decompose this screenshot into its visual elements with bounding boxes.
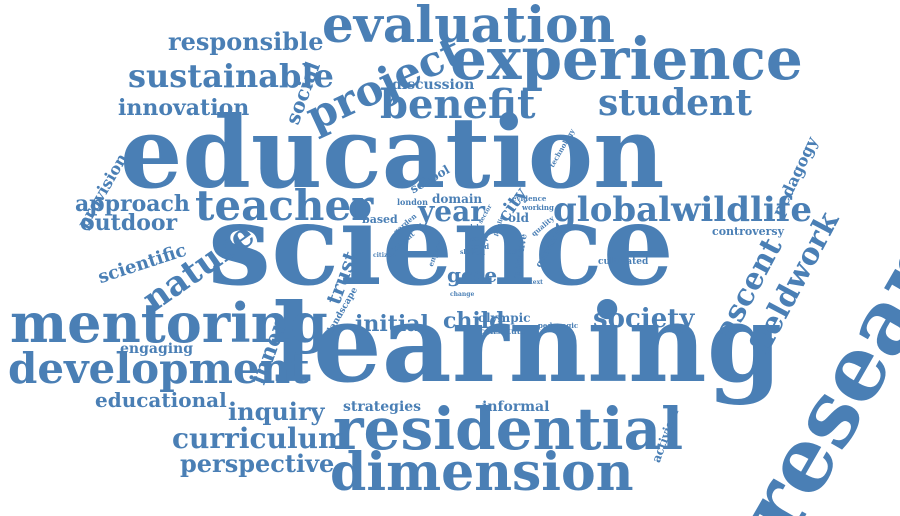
word-discussion: discussion: [392, 77, 475, 93]
word-year: year: [418, 195, 485, 228]
word-citizen: citizen: [373, 252, 396, 259]
word-science: science: [208, 180, 674, 311]
word-evaluation: evaluation: [322, 0, 615, 54]
word-experience: experience: [450, 25, 803, 93]
word-sustainable: sustainable: [128, 57, 334, 95]
word-curriculum: curriculum: [172, 422, 348, 455]
word-child: child: [443, 308, 505, 334]
word-constitute: constitute: [480, 326, 526, 336]
word-learning: learning: [272, 281, 783, 407]
word-outdoor: outdoor: [80, 210, 178, 236]
word-development: development: [8, 344, 310, 393]
word-student: student: [598, 82, 752, 124]
word-pedagogic: pedagogic: [538, 321, 579, 330]
word-globalwildlife: globalwildlife: [553, 190, 813, 230]
word-controversy: controversy: [712, 225, 785, 238]
word-teacher: teacher: [195, 181, 374, 230]
word-cultivated: cultivated: [598, 257, 649, 267]
word-dimension: dimension: [330, 442, 634, 503]
word-society: society: [593, 304, 695, 334]
word-based: based: [362, 213, 398, 226]
word-engaging: engaging: [120, 341, 194, 357]
word-feel: feel: [505, 249, 518, 256]
word-london: london: [397, 197, 428, 207]
word-education: education: [120, 96, 665, 211]
word-park: park: [470, 234, 488, 243]
word-old: old: [508, 211, 529, 225]
word-skill: skill: [460, 249, 475, 256]
word-innovation: innovation: [118, 95, 250, 121]
word-model: model: [458, 224, 479, 231]
word-inquiry: inquiry: [228, 397, 325, 426]
word-mentoring: mentoring: [10, 291, 328, 355]
word-working: working: [522, 203, 554, 212]
word-domain: domain: [432, 192, 483, 206]
word-change: change: [450, 291, 475, 298]
word-educational: educational: [95, 388, 227, 412]
word-evidence: evidence: [512, 194, 547, 203]
word-residential: residential: [333, 395, 684, 463]
word-informal: informal: [482, 399, 550, 415]
word-good: good: [470, 242, 490, 251]
word-responsible: responsible: [168, 27, 324, 56]
word-real: real: [472, 250, 486, 257]
word-approach: approach: [75, 191, 190, 217]
word-initial: initial: [355, 311, 429, 337]
word-perspective: perspective: [180, 449, 335, 478]
word-benefit: benefit: [380, 81, 536, 128]
word-olympic: olympic: [478, 311, 531, 325]
word-gcse: gcse: [447, 263, 498, 287]
word-strategies: strategies: [343, 399, 422, 415]
word-context: context: [518, 279, 543, 286]
